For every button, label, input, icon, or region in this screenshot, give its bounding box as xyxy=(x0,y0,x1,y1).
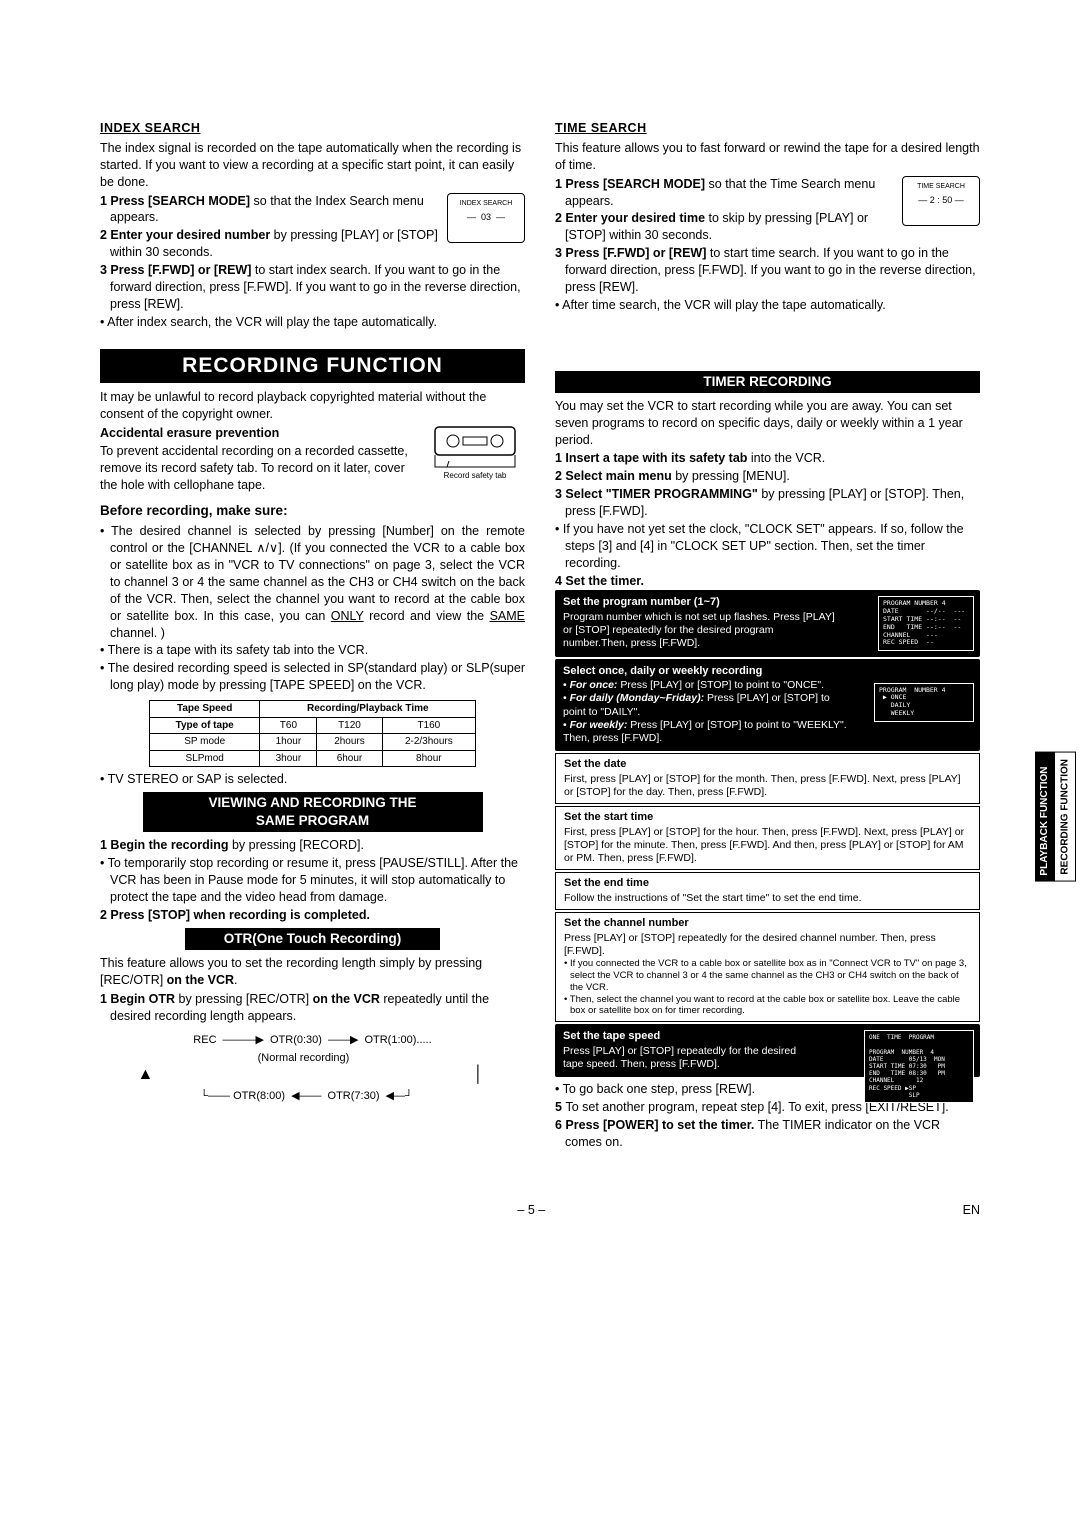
before-b2: There is a tape with its safety tab into… xyxy=(100,642,525,659)
block-set-date: Set the date First, press [PLAY] or [STO… xyxy=(555,753,980,804)
index-bullet-1: After index search, the VCR will play th… xyxy=(100,314,525,331)
tr-b1: If you have not yet set the clock, "CLOC… xyxy=(555,521,980,572)
block-set-tape-speed: Set the tape speed Press [PLAY] or [STOP… xyxy=(555,1024,980,1077)
vr-s1: 1 Begin the recording by pressing [RECOR… xyxy=(100,837,525,854)
before-b3: The desired recording speed is selected … xyxy=(100,660,525,694)
index-search-osd: INDEX SEARCH — 03 — xyxy=(447,193,525,243)
otr-intro: This feature allows you to set the recor… xyxy=(100,955,525,989)
right-column: TIME SEARCH This feature allows you to f… xyxy=(555,120,980,1152)
arrow-down-icon: │ xyxy=(474,1062,484,1088)
page-footer: – 5 – EN xyxy=(100,1202,980,1219)
arrow-left-icon: ◀—┘ xyxy=(386,1088,413,1106)
recording-function-banner: RECORDING FUNCTION xyxy=(100,349,525,383)
time-search-osd: TIME SEARCH — 2 : 50 — xyxy=(902,176,980,226)
cassette-illustration: Record safety tab xyxy=(425,425,525,482)
before-b4: TV STEREO or SAP is selected. xyxy=(100,771,525,788)
timer-recording-banner: TIMER RECORDING xyxy=(555,371,980,393)
time-search-title: TIME SEARCH xyxy=(555,120,980,137)
before-b1: The desired channel is selected by press… xyxy=(100,523,525,641)
arrow-up-icon: ▲ xyxy=(138,1062,154,1088)
block-set-channel: Set the channel number Press [PLAY] or [… xyxy=(555,912,980,1022)
side-tab-playback: PLAYBACK FUNCTION xyxy=(1035,752,1055,882)
index-search-title: INDEX SEARCH xyxy=(100,120,525,137)
otr-diagram: REC———▶OTR(0:30)——▶OTR(1:00)..... (Norma… xyxy=(126,1032,500,1105)
side-tab-recording: RECORDING FUNCTION xyxy=(1055,752,1077,882)
tr-intro: You may set the VCR to start recording w… xyxy=(555,398,980,449)
time-search-section: TIME SEARCH This feature allows you to f… xyxy=(555,120,980,314)
vr-s2: 2 Press [STOP] when recording is complet… xyxy=(100,907,525,924)
ts-b1: After time search, the VCR will play the… xyxy=(555,297,980,314)
index-search-section: INDEX SEARCH The index signal is recorde… xyxy=(100,120,525,331)
index-search-intro: The index signal is recorded on the tape… xyxy=(100,140,525,191)
otr-banner: OTR(One Touch Recording) xyxy=(185,928,440,950)
vr-bullet: To temporarily stop recording or resume … xyxy=(100,855,525,906)
tr-s1: 1 Insert a tape with its safety tab into… xyxy=(555,450,980,467)
rf-intro: It may be unlawful to record playback co… xyxy=(100,389,525,423)
tape-speed-table: Tape SpeedRecording/Playback Time Type o… xyxy=(149,700,476,767)
tr-s3: 3 Select "TIMER PROGRAMMING" by pressing… xyxy=(555,486,980,520)
block-set-end-time: Set the end time Follow the instructions… xyxy=(555,872,980,910)
tr-s6: 6 Press [POWER] to set the timer. The TI… xyxy=(555,1117,980,1151)
view-rec-banner: VIEWING AND RECORDING THE SAME PROGRAM xyxy=(143,792,483,832)
ch-up-down-icon: ∧/∨ xyxy=(256,541,278,555)
page-lang: EN xyxy=(963,1202,980,1219)
cassette-icon xyxy=(433,425,518,470)
arrow-right-icon: ———▶ xyxy=(223,1032,264,1050)
left-column: INDEX SEARCH The index signal is recorde… xyxy=(100,120,525,1152)
ts-s3: 3 Press [F.FWD] or [REW] to start time s… xyxy=(555,245,980,296)
osd-tape-speed: ONE TIME PROGRAM PROGRAM NUMBER 4 DATE 0… xyxy=(864,1030,974,1103)
block-program-number: Set the program number (1~7) Program num… xyxy=(555,590,980,656)
osd-once-daily-weekly: PROGRAM NUMBER 4 ▶ ONCE DAILY WEEKLY xyxy=(874,683,974,722)
page-columns: INDEX SEARCH The index signal is recorde… xyxy=(100,120,980,1152)
index-step-3: 3 Press [F.FWD] or [REW] to start index … xyxy=(100,262,525,313)
tr-s2: 2 Select main menu by pressing [MENU]. xyxy=(555,468,980,485)
time-search-intro: This feature allows you to fast forward … xyxy=(555,140,980,174)
arrow-left-icon: ◀—— xyxy=(291,1088,321,1106)
arrow-right-icon: ——▶ xyxy=(328,1032,358,1050)
block-once-daily-weekly: Select once, daily or weekly recording •… xyxy=(555,659,980,751)
osd-program-number: PROGRAM NUMBER 4 DATE --/-- --- START TI… xyxy=(878,596,974,651)
otr-s1: 1 Begin OTR by pressing [REC/OTR] on the… xyxy=(100,991,525,1025)
side-tabs: PLAYBACK FUNCTION RECORDING FUNCTION xyxy=(1035,750,1076,882)
page-number: – 5 – xyxy=(517,1202,545,1219)
before-heading: Before recording, make sure: xyxy=(100,502,525,520)
block-set-start-time: Set the start time First, press [PLAY] o… xyxy=(555,806,980,870)
tr-s4: 4 Set the timer. xyxy=(555,573,980,590)
